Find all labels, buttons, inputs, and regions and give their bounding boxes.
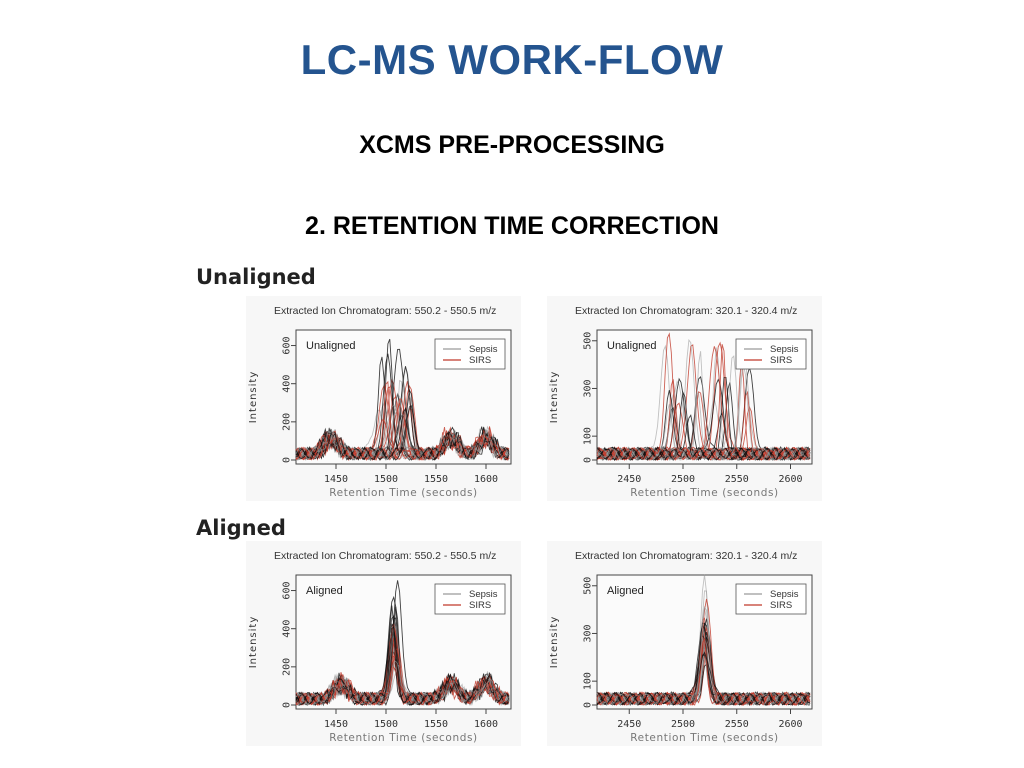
- sepsis-trace: [295, 660, 510, 706]
- x-tick-label: 1600: [474, 474, 498, 485]
- x-tick-label: 1500: [374, 719, 398, 730]
- inplot-label: Unaligned: [306, 340, 356, 352]
- inplot-label: Aligned: [607, 585, 644, 597]
- y-axis-label: Intensity: [248, 616, 259, 669]
- sepsis-dark-trace: [596, 651, 810, 706]
- legend-label-sirs: SIRS: [469, 355, 491, 366]
- inplot-label: Aligned: [306, 585, 343, 597]
- x-tick-label: 2600: [778, 719, 802, 730]
- sirs-trace: [295, 398, 510, 461]
- sirs-trace: [596, 638, 811, 706]
- sepsis-trace: [295, 410, 510, 461]
- y-axis-label: Intensity: [549, 616, 560, 669]
- x-axis-label: Retention Time (seconds): [329, 732, 478, 744]
- x-axis-label: Retention Time (seconds): [329, 487, 478, 499]
- curve-group: [295, 338, 510, 462]
- slide-title: LC-MS WORK-FLOW: [300, 36, 724, 83]
- inplot-label: Unaligned: [607, 340, 657, 352]
- x-axis-label: Retention Time (seconds): [630, 487, 779, 499]
- x-tick-label: 2500: [671, 474, 695, 485]
- legend-label-sepsis: Sepsis: [770, 589, 799, 600]
- x-tick-label: 2500: [671, 719, 695, 730]
- x-tick-label: 2550: [725, 719, 749, 730]
- y-tick-label: 600: [282, 582, 293, 600]
- y-tick-label: 0: [282, 702, 293, 708]
- chart-title: Extracted Ion Chromatogram: 320.1 - 320.…: [575, 550, 797, 562]
- legend-box: [735, 583, 807, 615]
- y-tick-label: 500: [583, 577, 594, 595]
- x-tick-label: 1450: [324, 719, 348, 730]
- sepsis-trace: [295, 404, 510, 461]
- legend-label-sepsis: Sepsis: [469, 589, 498, 600]
- legend-label-sirs: SIRS: [469, 600, 491, 611]
- legend-box: [434, 583, 506, 615]
- slide-step-heading: 2. RETENTION TIME CORRECTION: [305, 212, 719, 240]
- curve-group: [596, 574, 811, 707]
- y-axis-label: Intensity: [549, 371, 560, 424]
- y-tick-label: 300: [583, 379, 594, 397]
- sepsis-trace: [295, 411, 510, 461]
- legend-label-sirs: SIRS: [770, 600, 792, 611]
- y-axis-label: Intensity: [248, 371, 259, 424]
- legend-box: [735, 338, 807, 370]
- x-axis-label: Retention Time (seconds): [630, 732, 779, 744]
- curve-group: [596, 332, 811, 461]
- sepsis-dark-trace: [295, 626, 510, 705]
- y-tick-label: 500: [583, 332, 594, 350]
- y-tick-label: 600: [282, 337, 293, 355]
- y-tick-label: 0: [583, 457, 594, 463]
- legend-label-sepsis: Sepsis: [770, 344, 799, 355]
- y-tick-label: 400: [282, 375, 293, 393]
- chart-panel-1: Extracted Ion Chromatogram: 550.2 - 550.…: [246, 296, 521, 501]
- y-tick-label: 200: [282, 413, 293, 431]
- sepsis-trace: [596, 365, 811, 461]
- x-tick-label: 2600: [778, 474, 802, 485]
- x-tick-label: 1550: [424, 474, 448, 485]
- chart-svg-3: Extracted Ion Chromatogram: 550.2 - 550.…: [248, 550, 512, 744]
- chart-svg-4: Extracted Ion Chromatogram: 320.1 - 320.…: [549, 550, 813, 744]
- chart-panel-2: Extracted Ion Chromatogram: 320.1 - 320.…: [547, 296, 822, 501]
- y-tick-label: 400: [282, 620, 293, 638]
- chart-svg-2: Extracted Ion Chromatogram: 320.1 - 320.…: [549, 305, 813, 499]
- x-tick-label: 1600: [474, 719, 498, 730]
- chart-svg-1: Extracted Ion Chromatogram: 550.2 - 550.…: [248, 305, 512, 499]
- section-label-aligned: Aligned: [196, 516, 286, 540]
- y-tick-label: 100: [583, 427, 594, 445]
- x-tick-label: 2450: [617, 719, 641, 730]
- x-tick-label: 1500: [374, 474, 398, 485]
- sirs-trace: [596, 598, 811, 706]
- chart-title: Extracted Ion Chromatogram: 550.2 - 550.…: [274, 550, 496, 562]
- chart-panel-4: Extracted Ion Chromatogram: 320.1 - 320.…: [547, 541, 822, 746]
- y-tick-label: 0: [583, 702, 594, 708]
- chart-title: Extracted Ion Chromatogram: 550.2 - 550.…: [274, 305, 496, 317]
- x-tick-label: 1550: [424, 719, 448, 730]
- y-tick-label: 100: [583, 672, 594, 690]
- section-label-unaligned: Unaligned: [196, 265, 316, 289]
- legend-label-sepsis: Sepsis: [469, 344, 498, 355]
- slide-subtitle: XCMS PRE-PROCESSING: [359, 131, 665, 159]
- x-tick-label: 2550: [725, 474, 749, 485]
- y-tick-label: 0: [282, 457, 293, 463]
- chart-panel-3: Extracted Ion Chromatogram: 550.2 - 550.…: [246, 541, 521, 746]
- curve-group: [295, 580, 510, 707]
- y-tick-label: 300: [583, 624, 594, 642]
- chart-title: Extracted Ion Chromatogram: 320.1 - 320.…: [575, 305, 797, 317]
- sepsis-trace: [596, 605, 811, 706]
- x-tick-label: 1450: [324, 474, 348, 485]
- legend-box: [434, 338, 506, 370]
- y-tick-label: 200: [282, 658, 293, 676]
- legend-label-sirs: SIRS: [770, 355, 792, 366]
- x-tick-label: 2450: [617, 474, 641, 485]
